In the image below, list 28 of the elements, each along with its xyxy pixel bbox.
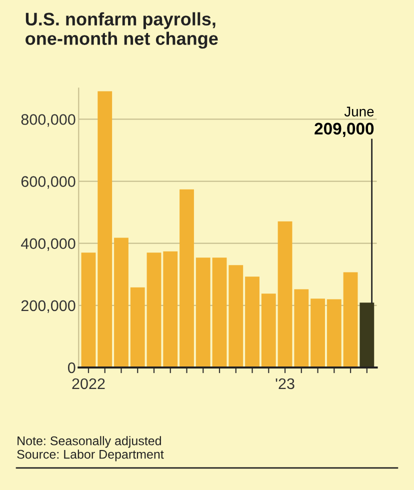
y-tick-label: 800,000 (21, 114, 76, 127)
bar (180, 189, 194, 368)
bar (196, 258, 210, 368)
y-tick-label: 0 (68, 362, 76, 374)
x-tick-label: 2022 (72, 378, 105, 390)
bar (261, 294, 276, 368)
text: Note: Seasonally adjusted Source: Labor Department (17, 436, 164, 462)
bar (114, 238, 128, 368)
bar (294, 289, 309, 368)
y-tick-label: 400,000 (21, 238, 76, 251)
bar (98, 91, 112, 368)
chart-title: U.S. nonfarm payrolls, one-month net change (26, 12, 218, 49)
bar (343, 272, 358, 368)
annotation: June 209,000 (314, 106, 374, 137)
bar (163, 251, 178, 368)
bar (360, 302, 374, 368)
bar (310, 298, 325, 368)
bar (326, 299, 342, 368)
bar (278, 221, 292, 368)
bar (81, 252, 96, 368)
bar (228, 265, 244, 368)
y-tick-label: 600,000 (21, 176, 76, 189)
bar (245, 276, 260, 368)
bar (130, 287, 145, 368)
x-tick-label: '23 (276, 378, 294, 390)
y-tick-label: 200,000 (21, 300, 76, 313)
bar (212, 258, 227, 368)
bar (146, 252, 162, 368)
